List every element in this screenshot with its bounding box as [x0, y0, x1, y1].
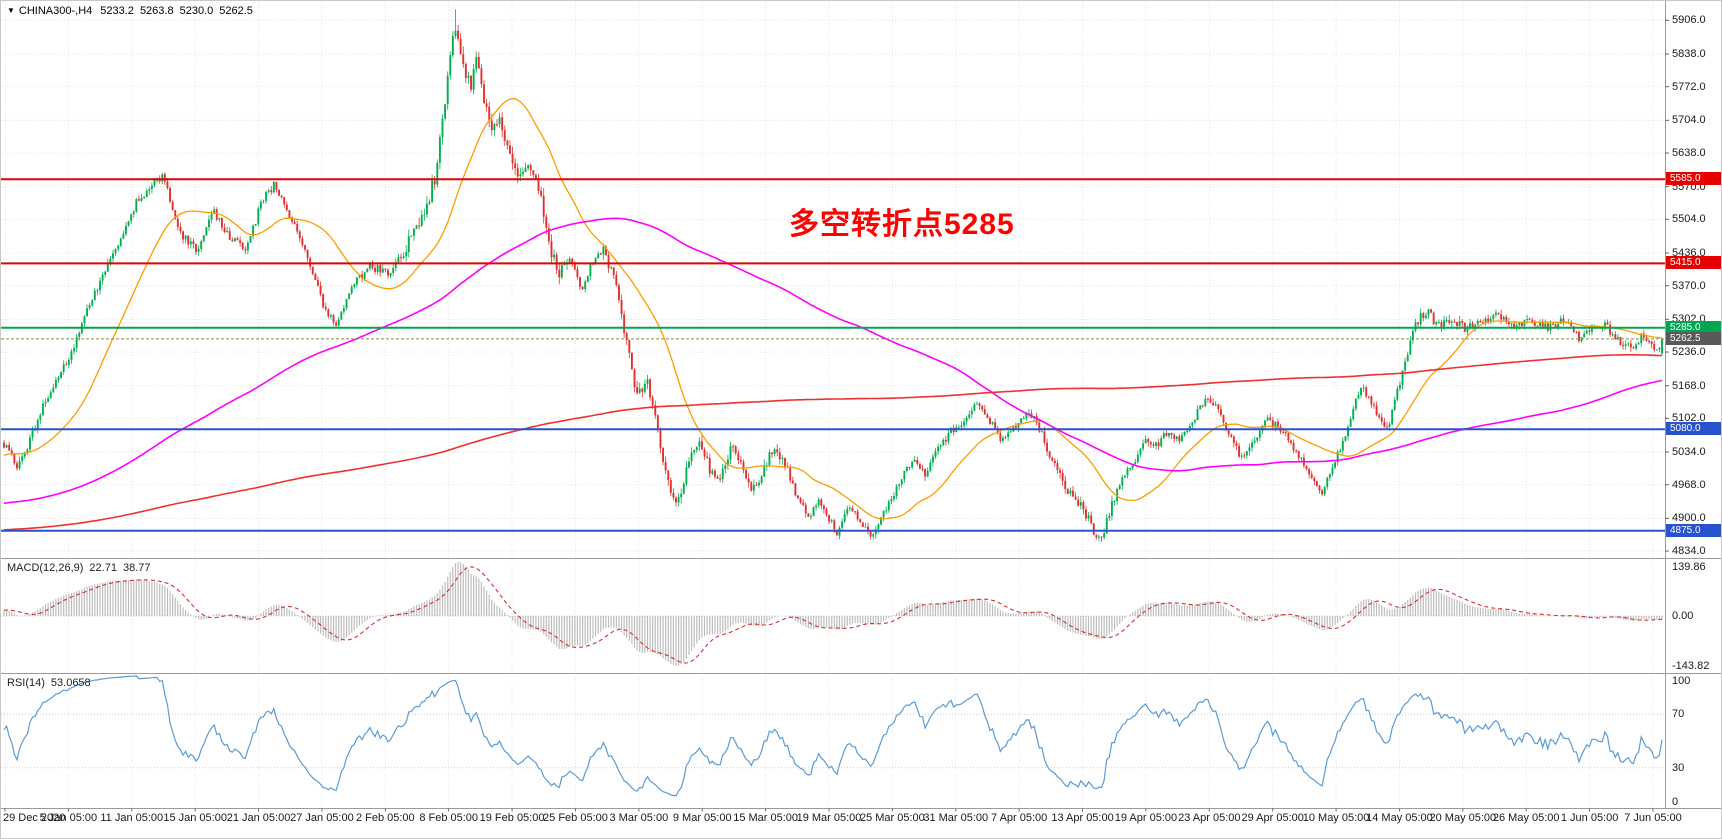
- bar-close-value: 5262.5: [219, 5, 253, 17]
- time-tick-label: 2 Feb 05:00: [355, 812, 415, 824]
- time-tick-label: 8 Feb 05:00: [419, 812, 479, 824]
- rsi-label: RSI(14): [7, 677, 45, 689]
- macd-value: 22.71: [89, 562, 117, 574]
- time-tick-label: 7 Apr 05:00: [991, 812, 1048, 824]
- time-tick-label: 13 Apr 05:00: [1051, 812, 1114, 824]
- price-line-tag: 5285.0: [1666, 320, 1721, 334]
- time-tick-label: 5 Jan 05:00: [39, 812, 98, 824]
- time-tick-label: 25 Feb 05:00: [543, 812, 608, 824]
- price-tick-label: 4968.0: [1672, 478, 1706, 491]
- time-tick-label: 10 May 05:00: [1302, 812, 1370, 824]
- rsi-header: RSI(14) 53.0658: [7, 677, 97, 689]
- time-tick-label: 19 Feb 05:00: [479, 812, 545, 824]
- macd-header: MACD(12,26,9) 22.71 38.77: [7, 562, 156, 574]
- time-tick-label: 1 Jun 05:00: [1560, 812, 1619, 824]
- time-tick-label: 9 Mar 05:00: [672, 812, 732, 824]
- time-tick-label: 19 Mar 05:00: [796, 812, 862, 824]
- bar-high-value: 5263.8: [139, 5, 174, 17]
- rsi-tick-label: 30: [1672, 761, 1685, 774]
- macd-tick-label: 139.86: [1672, 561, 1706, 573]
- time-tick-label: 23 Apr 05:00: [1178, 812, 1241, 824]
- price-tick-label: 5638.0: [1672, 146, 1706, 159]
- time-tick-label: 7 Jun 05:00: [1624, 812, 1682, 824]
- rsi-value: 53.0658: [50, 677, 91, 689]
- price-scale[interactable]: 5906.0 5838.0 5772.0 5704.0 5638.0 5570.0 5504…: [1666, 1, 1721, 558]
- price-tick-label: 5704.0: [1672, 114, 1706, 127]
- current-price-tag: 5262.5: [1666, 331, 1721, 345]
- time-tick-label: 26 May 05:00: [1492, 812, 1560, 824]
- macd-scale[interactable]: 139.86 0.00 -143.82: [1666, 559, 1721, 673]
- macd-label: MACD(12,26,9): [7, 562, 84, 574]
- price-line-tag: 5080.0: [1666, 422, 1721, 436]
- price-tick-label: 5168.0: [1672, 379, 1706, 392]
- price-tick-label: 5504.0: [1672, 213, 1706, 226]
- symbol-name: CHINA300-,H4: [18, 5, 93, 17]
- time-tick-label: 27 Jan 05:00: [290, 812, 354, 824]
- time-tick-label: 29 Apr 05:00: [1241, 812, 1304, 824]
- time-tick-label: 25 Mar 05:00: [859, 812, 925, 824]
- rsi-tick-label: 0: [1672, 796, 1679, 808]
- macd-tick-label: 0.00: [1672, 610, 1694, 622]
- price-line-tag: 4875.0: [1666, 523, 1721, 537]
- price-tick-label: 4900.0: [1672, 512, 1706, 525]
- price-tick-label: 5102.0: [1672, 412, 1706, 425]
- price-line-tags: 5585.0 5415.0 5285.0 5080.0 4875.0 5262.5: [1666, 1, 1721, 838]
- time-tick-label: 3 Mar 05:00: [609, 812, 669, 824]
- bar-open-value: 5233.2: [100, 5, 134, 17]
- rsi-scale[interactable]: 100 70 30 0: [1666, 674, 1721, 808]
- time-tick-label: 15 Mar 05:00: [733, 812, 799, 824]
- time-tick-label: 14 May 05:00: [1366, 812, 1433, 824]
- price-line-tag: 5585.0: [1666, 172, 1721, 186]
- time-tick-label: 11 Jan 05:00: [100, 812, 164, 824]
- time-tick-label: 19 Apr 05:00: [1114, 812, 1178, 824]
- price-tick-label: 5772.0: [1672, 80, 1706, 93]
- price-tick-label: 5906.0: [1672, 14, 1706, 27]
- annotation-text[interactable]: 多空转折点5285: [789, 208, 1015, 241]
- symbol-header: ▼ CHINA300-,H4 5233.2 5263.8 5230.0 5262.5: [7, 5, 259, 17]
- macd-signal-value: 38.77: [122, 562, 151, 574]
- time-tick-label: 29 Dec 2020: [3, 812, 66, 824]
- bar-low-value: 5230.0: [179, 5, 214, 17]
- price-tick-label: 5436.0: [1672, 247, 1706, 259]
- price-tick-label: 5838.0: [1672, 47, 1706, 60]
- price-tick-label: 4834.0: [1672, 545, 1706, 558]
- time-tick-label: 21 Jan 05:00: [226, 812, 291, 824]
- collapse-arrow-icon[interactable]: ▼: [7, 6, 15, 15]
- time-scale[interactable]: 29 Dec 2020 5 Jan 05:00 11 Jan 05:00 15 Jan…: [1, 810, 1721, 828]
- price-tick-label: 5370.0: [1672, 279, 1706, 292]
- price-line-tag: 5415.0: [1666, 256, 1721, 270]
- time-tick-label: 31 Mar 05:00: [923, 812, 989, 824]
- macd-tick-label: -143.82: [1672, 660, 1710, 672]
- price-tick-label: 5236.0: [1672, 346, 1706, 359]
- time-tick-label: 20 May 05:00: [1429, 812, 1497, 824]
- rsi-tick-label: 100: [1672, 675, 1691, 687]
- price-tick-label: 5034.0: [1672, 446, 1706, 459]
- rsi-tick-label: 70: [1672, 708, 1685, 721]
- time-tick-label: 15 Jan 05:00: [163, 812, 227, 824]
